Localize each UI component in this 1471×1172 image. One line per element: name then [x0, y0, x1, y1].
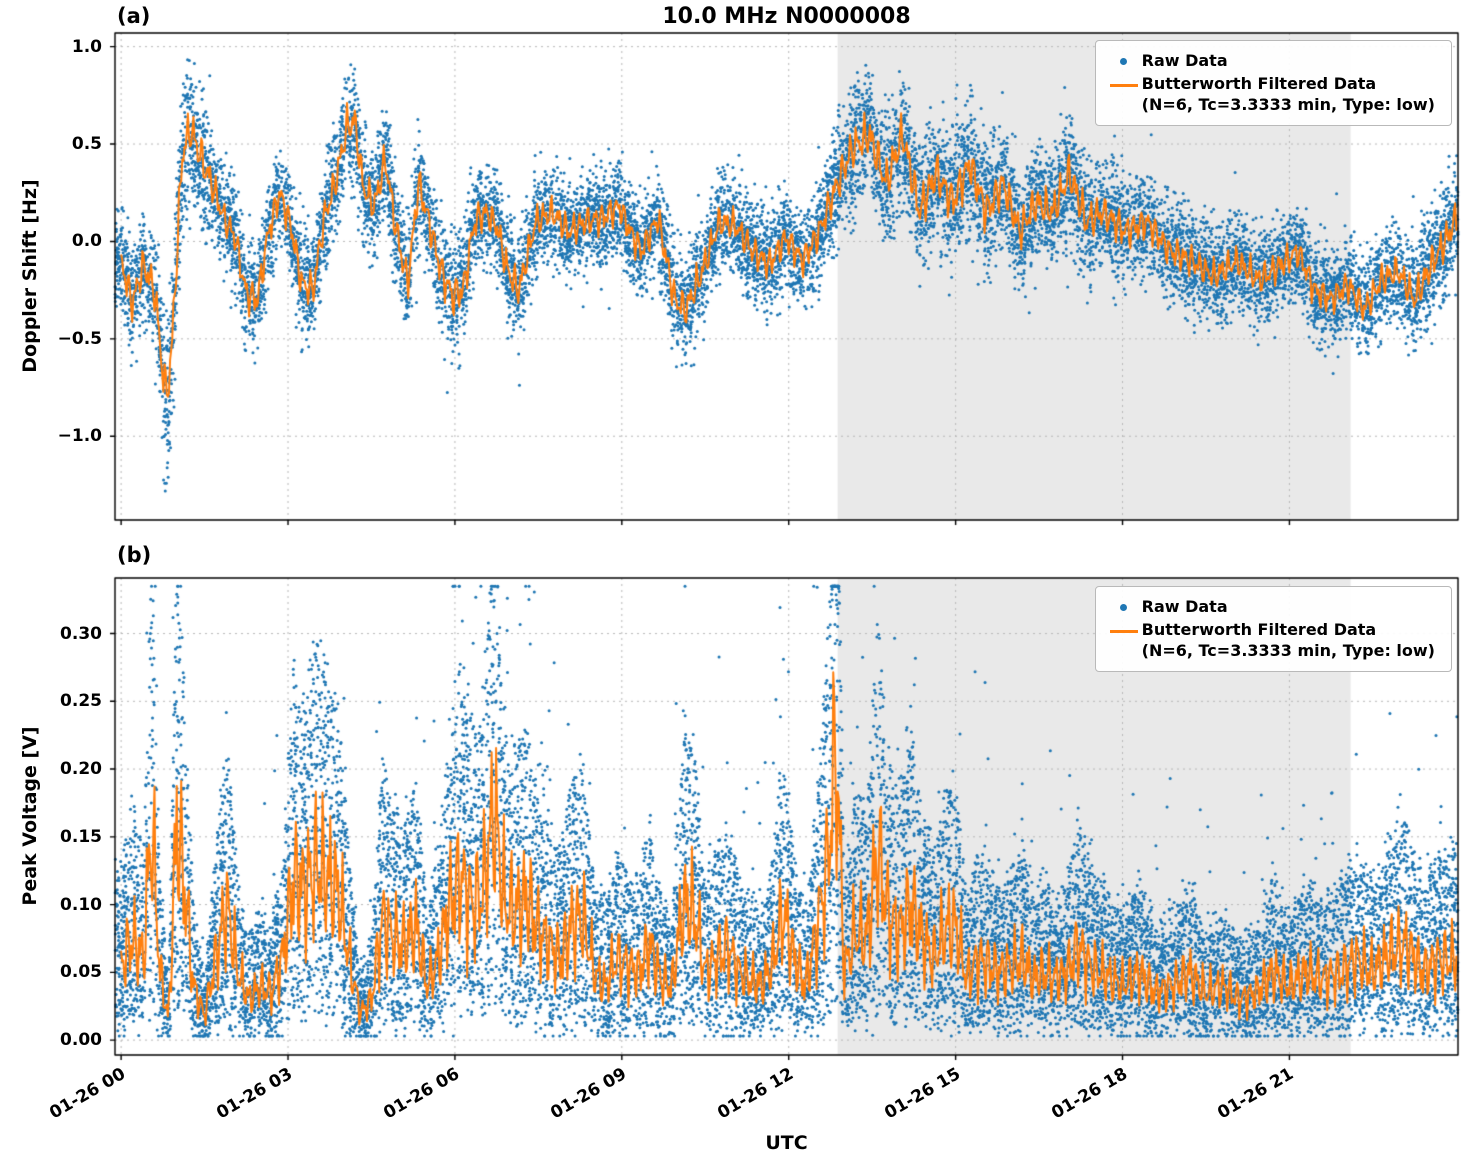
raw-data-marker [1120, 58, 1128, 65]
raw-data-marker [1120, 604, 1128, 611]
filtered-data-marker [1109, 629, 1138, 633]
raw-data-label: Raw Data [1141, 597, 1228, 616]
chart-title: 10.0 MHz N0000008 [662, 4, 911, 29]
y-tick-label: 0.10 [60, 894, 102, 915]
y-tick-label: −0.5 [57, 328, 102, 349]
y-tick-label: 0.20 [60, 759, 102, 780]
legend-raw-row: Raw Data [1106, 597, 1435, 618]
panel-b-label: (b) [117, 543, 152, 567]
y-tick-label: −1.0 [57, 426, 102, 447]
y-tick-label: 0.0 [71, 231, 102, 252]
y-tick-label: 0.25 [60, 691, 102, 712]
x-axis-label: UTC [765, 1132, 808, 1154]
filtered-data-label: Butterworth Filtered Data [1141, 619, 1377, 639]
y-tick-label: 1.0 [71, 36, 102, 57]
filtered-data-sublabel: (N=6, Tc=3.3333 min, Type: low) [1141, 640, 1435, 660]
legend-panel-b: Raw Data Butterworth Filtered Data (N=6,… [1094, 586, 1452, 673]
filtered-data-label: Butterworth Filtered Data [1141, 73, 1377, 93]
filtered-data-sublabel: (N=6, Tc=3.3333 min, Type: low) [1141, 94, 1435, 114]
panel-a-label: (a) [117, 4, 151, 28]
raw-data-label: Raw Data [1141, 51, 1228, 70]
y-tick-label: 0.05 [60, 962, 102, 983]
y-tick-label: 0.00 [60, 1030, 102, 1051]
filtered-data-marker [1109, 83, 1138, 87]
y-axis-label-voltage: Peak Voltage [V] [19, 726, 41, 906]
legend-filtered-row: Butterworth Filtered Data (N=6, Tc=3.333… [1106, 620, 1435, 662]
y-tick-label: 0.30 [60, 623, 102, 644]
legend-raw-row: Raw Data [1106, 51, 1435, 72]
y-tick-label: 0.5 [71, 134, 102, 155]
legend-filtered-row: Butterworth Filtered Data (N=6, Tc=3.333… [1106, 74, 1435, 116]
y-tick-label: 0.15 [60, 826, 102, 847]
legend-panel-a: Raw Data Butterworth Filtered Data (N=6,… [1094, 40, 1452, 127]
